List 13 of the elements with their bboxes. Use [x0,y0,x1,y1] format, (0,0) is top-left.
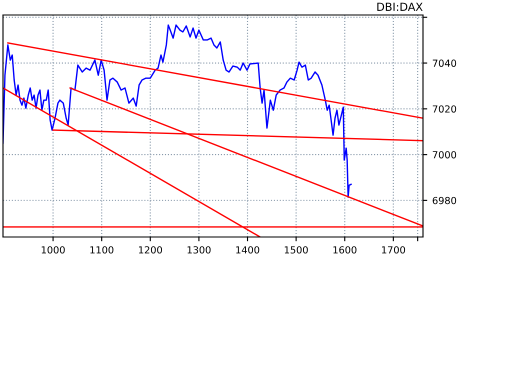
chart-title: DBI:DAX [377,2,423,11]
x-tick-label: 1300 [188,246,211,254]
y-tick-label: 6980 [432,196,456,204]
y-tick-label: 7000 [432,151,456,158]
x-tick-label: 1600 [333,246,356,254]
x-tick-label: 1200 [138,246,162,254]
x-tick-label: 1700 [382,246,406,254]
x-tick-label: 1100 [90,246,114,254]
x-tick-label: 1000 [42,246,65,254]
x-tick-label: 1400 [236,246,260,254]
y-tick-label: 7040 [432,60,456,67]
x-tick-label: 1500 [284,246,308,254]
y-tick-label: 7020 [432,105,456,113]
